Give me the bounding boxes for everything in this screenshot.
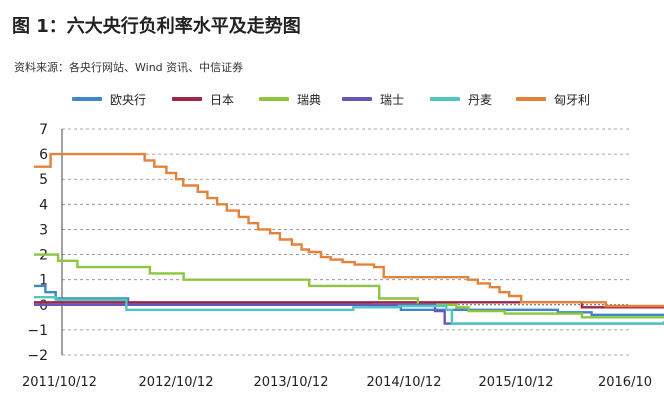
legend-label: 瑞典 <box>297 92 322 107</box>
legend-item-switzerland: 瑞士 <box>342 90 404 108</box>
x-tick-label: 2011/10/12 <box>22 375 97 390</box>
legend-swatch <box>516 97 546 101</box>
legend-label: 匈牙利 <box>554 92 591 107</box>
legend-item-hungary: 匈牙利 <box>516 90 590 108</box>
y-tick-label: −2 <box>27 348 48 364</box>
y-tick-label: 1 <box>39 273 48 289</box>
legend-item-denmark: 丹麦 <box>430 90 492 108</box>
legend-item-ecb: 欧央行 <box>72 90 146 108</box>
legend-swatch <box>172 97 202 101</box>
legend-item-japan: 日本 <box>172 90 234 108</box>
legend-label: 瑞士 <box>380 92 405 107</box>
series-line <box>34 253 664 319</box>
legend-swatch <box>259 97 289 101</box>
x-tick-label: 2013/10/12 <box>254 375 329 390</box>
grid-lines <box>61 128 630 356</box>
x-tick-label: 2016/10 <box>598 375 652 390</box>
x-tick-label: 2012/10/12 <box>139 375 214 390</box>
y-tick-label: 4 <box>39 197 48 213</box>
series-lines <box>34 152 664 325</box>
chart-title: 图 1：六大央行负利率水平及走势图 <box>12 16 301 37</box>
legend-label: 丹麦 <box>468 92 493 107</box>
y-tick-label: −1 <box>27 323 48 339</box>
legend-label: 欧央行 <box>110 92 147 107</box>
legend-swatch <box>342 97 372 101</box>
legend: 欧央行 日本 瑞典 瑞士 丹麦 匈牙利 <box>72 90 662 108</box>
legend-swatch <box>72 97 102 101</box>
y-tick-label: 5 <box>39 172 48 188</box>
legend-item-sweden: 瑞典 <box>259 90 321 108</box>
legend-label: 日本 <box>210 92 235 107</box>
legend-swatch <box>430 97 460 101</box>
y-tick-label: 6 <box>39 147 48 163</box>
y-tick-label: 7 <box>39 122 48 138</box>
source-note: 资料来源：各央行网站、Wind 资讯、中信证券 <box>14 61 244 74</box>
x-tick-label: 2015/10/12 <box>479 375 554 390</box>
x-tick-label: 2014/10/12 <box>367 375 442 390</box>
y-tick-label: 3 <box>39 222 48 238</box>
series-line <box>34 296 664 325</box>
x-axis-ticks: 2011/10/12 2012/10/12 2013/10/12 2014/10/12… <box>22 375 652 390</box>
series-line <box>34 152 664 308</box>
